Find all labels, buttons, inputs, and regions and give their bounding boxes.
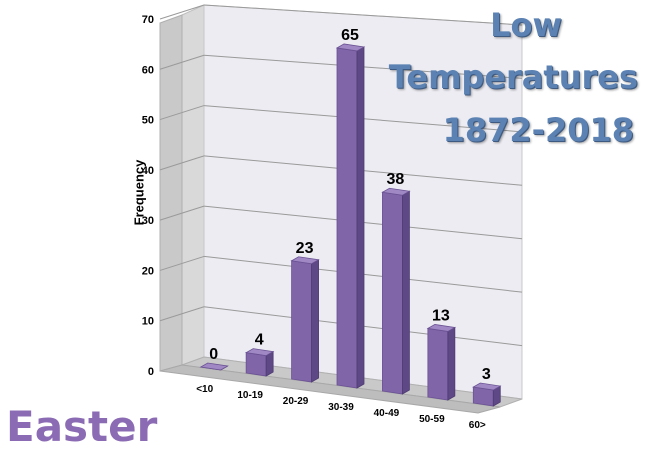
bar-top xyxy=(426,324,457,332)
y-tick-label: 20 xyxy=(142,265,154,277)
y-tick-label: 40 xyxy=(142,165,154,177)
x-tick-label: 30-39 xyxy=(328,402,354,413)
bar xyxy=(291,260,312,383)
y-tick-label: 0 xyxy=(148,366,154,378)
gridline-side xyxy=(159,105,205,121)
gridline-side xyxy=(159,306,205,322)
bar xyxy=(382,191,403,395)
data-label: 13 xyxy=(432,307,450,324)
data-label: 65 xyxy=(341,27,359,44)
chart-title-line-1: Low xyxy=(490,6,562,44)
data-label: 4 xyxy=(255,332,264,349)
gridline-side xyxy=(159,255,205,271)
floor-lip xyxy=(159,364,501,414)
x-tick-label: 60> xyxy=(469,420,486,431)
easter-watermark: Easter xyxy=(6,402,158,451)
data-label: 23 xyxy=(296,240,314,257)
y-tick-label: 50 xyxy=(142,115,154,127)
y-tick-label: 30 xyxy=(142,215,154,227)
x-tick-label: 50-59 xyxy=(419,414,445,425)
bar-top xyxy=(290,256,320,265)
bar-side xyxy=(447,326,456,401)
data-label: 3 xyxy=(482,366,491,383)
x-tick-label: 20-29 xyxy=(283,396,309,407)
bar-top xyxy=(244,348,275,357)
gridline-side xyxy=(159,205,205,221)
bar xyxy=(427,327,449,401)
y-tick-label: 70 xyxy=(142,14,154,26)
data-label: 0 xyxy=(209,346,218,363)
chart-title-line-2: Temperatures xyxy=(388,58,638,96)
gridline-side xyxy=(159,54,205,70)
y-tick-label: 60 xyxy=(142,64,154,76)
bar-side xyxy=(356,46,365,389)
y-axis-label: Frequency xyxy=(131,159,147,226)
x-tick-label: <10 xyxy=(196,384,213,395)
bar xyxy=(336,47,358,389)
x-tick-label: 40-49 xyxy=(374,408,400,419)
x-tick-label: 10-19 xyxy=(237,390,263,401)
bar xyxy=(245,352,267,377)
y-tick-label: 10 xyxy=(142,316,154,328)
bar-side xyxy=(402,190,410,395)
bar-top xyxy=(472,382,502,391)
bar-top xyxy=(199,362,229,371)
gridline xyxy=(203,4,523,26)
bar-top xyxy=(335,43,366,52)
data-label: 38 xyxy=(387,171,405,188)
gridline-side xyxy=(159,4,205,20)
bar-top xyxy=(381,187,411,196)
bar-side xyxy=(311,259,319,383)
chart-title-line-3: 1872-2018 xyxy=(442,111,634,149)
gridline-side xyxy=(159,155,205,171)
